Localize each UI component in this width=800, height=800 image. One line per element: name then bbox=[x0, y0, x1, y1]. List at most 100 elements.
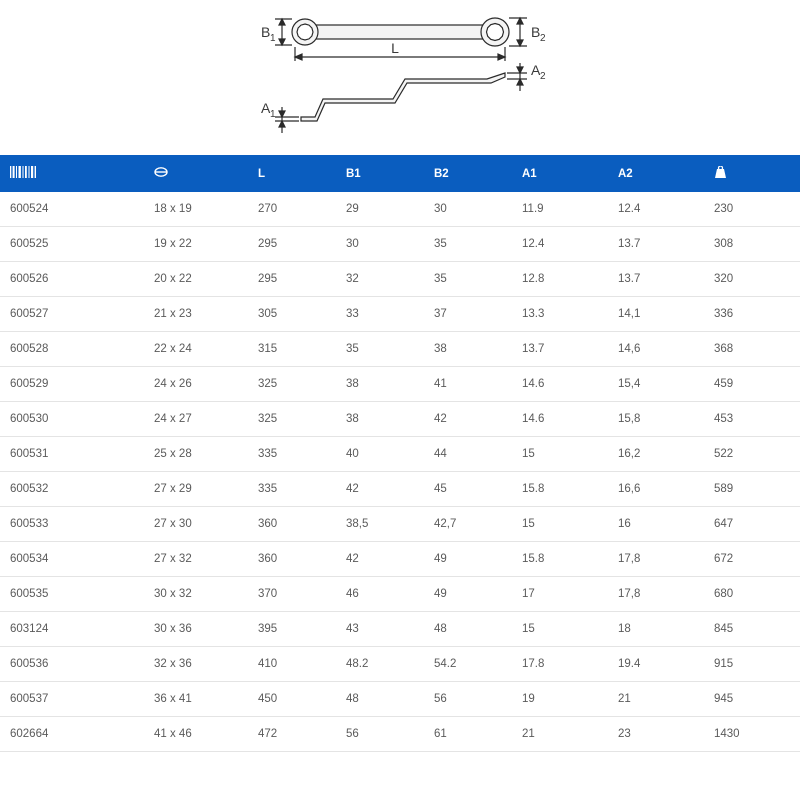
cell-size: 21 x 23 bbox=[144, 297, 248, 332]
cell-B2: 35 bbox=[424, 227, 512, 262]
table-body: 60052418 x 19270293011.912.423060052519 … bbox=[0, 192, 800, 752]
svg-text:1: 1 bbox=[270, 109, 276, 120]
table-row: 60053227 x 29335424515.816,6589 bbox=[0, 472, 800, 507]
cell-A2: 17,8 bbox=[608, 577, 704, 612]
barcode-icon bbox=[10, 166, 36, 181]
cell-code: 600528 bbox=[0, 332, 144, 367]
cell-B1: 40 bbox=[336, 437, 424, 472]
cell-size: 32 x 36 bbox=[144, 647, 248, 682]
cell-weight: 672 bbox=[704, 542, 800, 577]
cell-code: 600537 bbox=[0, 682, 144, 717]
cell-size: 41 x 46 bbox=[144, 717, 248, 752]
cell-B1: 33 bbox=[336, 297, 424, 332]
cell-B2: 49 bbox=[424, 577, 512, 612]
cell-size: 27 x 32 bbox=[144, 542, 248, 577]
cell-A2: 16,6 bbox=[608, 472, 704, 507]
cell-size: 27 x 30 bbox=[144, 507, 248, 542]
cell-L: 295 bbox=[248, 227, 336, 262]
cell-A2: 13.7 bbox=[608, 262, 704, 297]
cell-weight: 1430 bbox=[704, 717, 800, 752]
cell-L: 450 bbox=[248, 682, 336, 717]
cell-A2: 16,2 bbox=[608, 437, 704, 472]
cell-B1: 56 bbox=[336, 717, 424, 752]
cell-weight: 453 bbox=[704, 402, 800, 437]
table-row: 60052721 x 23305333713.314,1336 bbox=[0, 297, 800, 332]
cell-code: 600531 bbox=[0, 437, 144, 472]
cell-weight: 680 bbox=[704, 577, 800, 612]
cell-size: 24 x 27 bbox=[144, 402, 248, 437]
cell-A1: 15 bbox=[512, 612, 608, 647]
col-header-L: L bbox=[248, 155, 336, 192]
cell-size: 30 x 36 bbox=[144, 612, 248, 647]
cell-code: 600530 bbox=[0, 402, 144, 437]
cell-L: 270 bbox=[248, 192, 336, 227]
cell-A2: 16 bbox=[608, 507, 704, 542]
col-header-A2: A2 bbox=[608, 155, 704, 192]
cell-L: 410 bbox=[248, 647, 336, 682]
cell-A1: 15 bbox=[512, 437, 608, 472]
cell-B2: 38 bbox=[424, 332, 512, 367]
table-row: 60053125 x 2833540441516,2522 bbox=[0, 437, 800, 472]
cell-A1: 17.8 bbox=[512, 647, 608, 682]
cell-L: 360 bbox=[248, 542, 336, 577]
cell-B2: 37 bbox=[424, 297, 512, 332]
cell-code: 600535 bbox=[0, 577, 144, 612]
cell-size: 18 x 19 bbox=[144, 192, 248, 227]
svg-text:2: 2 bbox=[540, 33, 546, 44]
cell-code: 600536 bbox=[0, 647, 144, 682]
cell-A1: 15 bbox=[512, 507, 608, 542]
cell-weight: 945 bbox=[704, 682, 800, 717]
cell-A1: 17 bbox=[512, 577, 608, 612]
col-header-size bbox=[144, 155, 248, 192]
cell-B2: 35 bbox=[424, 262, 512, 297]
table-row: 60312430 x 3639543481518845 bbox=[0, 612, 800, 647]
weight-icon bbox=[714, 166, 727, 181]
cell-B2: 45 bbox=[424, 472, 512, 507]
cell-A1: 21 bbox=[512, 717, 608, 752]
cell-size: 30 x 32 bbox=[144, 577, 248, 612]
cell-A2: 15,8 bbox=[608, 402, 704, 437]
cell-A2: 17,8 bbox=[608, 542, 704, 577]
cell-B2: 42 bbox=[424, 402, 512, 437]
table-header-row: L B1 B2 A1 A2 bbox=[0, 155, 800, 192]
cell-L: 472 bbox=[248, 717, 336, 752]
cell-L: 335 bbox=[248, 437, 336, 472]
col-header-B2: B2 bbox=[424, 155, 512, 192]
cell-B1: 38 bbox=[336, 402, 424, 437]
cell-L: 370 bbox=[248, 577, 336, 612]
cell-A2: 13.7 bbox=[608, 227, 704, 262]
cell-B2: 48 bbox=[424, 612, 512, 647]
cell-L: 325 bbox=[248, 402, 336, 437]
cell-weight: 336 bbox=[704, 297, 800, 332]
cell-L: 395 bbox=[248, 612, 336, 647]
table-row: 60266441 x 46472566121231430 bbox=[0, 717, 800, 752]
cell-B1: 38 bbox=[336, 367, 424, 402]
table-row: 60053427 x 32360424915.817,8672 bbox=[0, 542, 800, 577]
cell-A1: 15.8 bbox=[512, 542, 608, 577]
cell-A1: 14.6 bbox=[512, 367, 608, 402]
cell-code: 600526 bbox=[0, 262, 144, 297]
cell-B1: 48 bbox=[336, 682, 424, 717]
cell-A1: 12.8 bbox=[512, 262, 608, 297]
table-row: 60053736 x 4145048561921945 bbox=[0, 682, 800, 717]
table-row: 60053632 x 3641048.254.217.819.4915 bbox=[0, 647, 800, 682]
table-row: 60053327 x 3036038,542,71516647 bbox=[0, 507, 800, 542]
cell-B1: 46 bbox=[336, 577, 424, 612]
cell-B2: 56 bbox=[424, 682, 512, 717]
diagram-drawing: B1 B2 L A1 A2 bbox=[235, 13, 565, 143]
cell-B1: 43 bbox=[336, 612, 424, 647]
cell-L: 325 bbox=[248, 367, 336, 402]
cell-code: 600534 bbox=[0, 542, 144, 577]
cell-B2: 54.2 bbox=[424, 647, 512, 682]
cell-B1: 48.2 bbox=[336, 647, 424, 682]
cell-A2: 12.4 bbox=[608, 192, 704, 227]
cell-weight: 459 bbox=[704, 367, 800, 402]
table-row: 60052822 x 24315353813.714,6368 bbox=[0, 332, 800, 367]
diagram-label-L: L bbox=[391, 40, 399, 56]
table-row: 60053530 x 3237046491717,8680 bbox=[0, 577, 800, 612]
cell-B2: 42,7 bbox=[424, 507, 512, 542]
cell-A2: 21 bbox=[608, 682, 704, 717]
diagram-label-B1: B bbox=[261, 24, 270, 40]
cell-size: 20 x 22 bbox=[144, 262, 248, 297]
cell-A1: 15.8 bbox=[512, 472, 608, 507]
